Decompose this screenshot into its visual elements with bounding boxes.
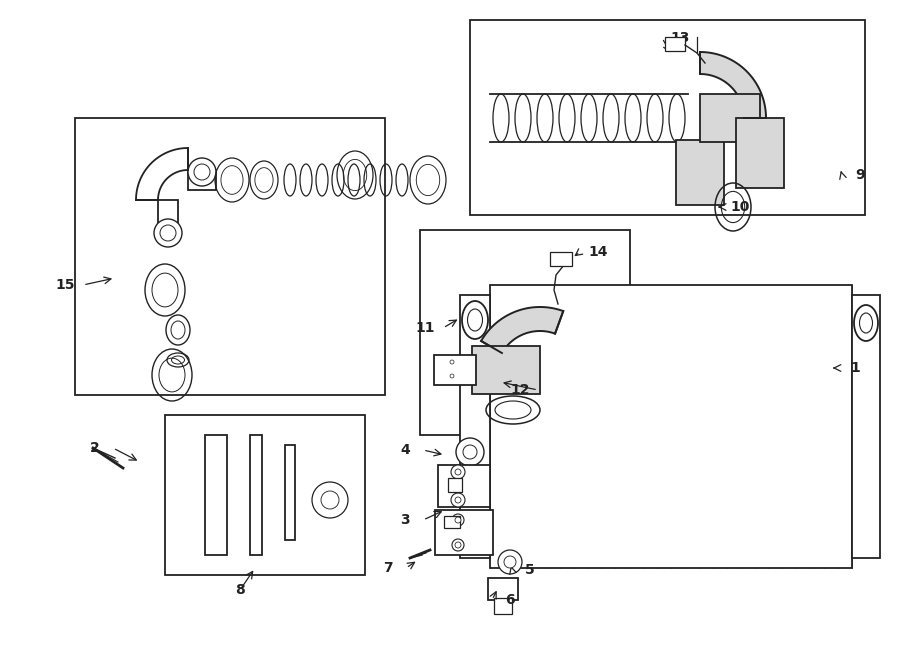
Text: 6: 6 [505, 593, 515, 607]
Text: 1: 1 [850, 361, 860, 375]
Bar [205, 435, 227, 555]
Bar [488, 578, 518, 600]
Bar [75, 118, 385, 395]
Text: 15: 15 [55, 278, 75, 292]
Bar [448, 478, 462, 492]
Circle shape [455, 517, 461, 523]
Circle shape [455, 469, 461, 475]
Circle shape [312, 482, 348, 518]
Circle shape [154, 219, 182, 247]
Polygon shape [700, 94, 760, 142]
Text: 10: 10 [730, 200, 750, 214]
Bar [285, 445, 295, 540]
Text: 12: 12 [510, 383, 530, 397]
Ellipse shape [462, 301, 488, 339]
Circle shape [504, 556, 516, 568]
Circle shape [452, 514, 464, 526]
Polygon shape [472, 346, 540, 394]
Bar [550, 252, 572, 266]
Bar [435, 510, 493, 555]
Bar [250, 435, 262, 555]
Circle shape [498, 550, 522, 574]
Circle shape [455, 497, 461, 503]
Circle shape [451, 493, 465, 507]
Ellipse shape [854, 305, 878, 341]
Circle shape [463, 445, 477, 459]
Bar [434, 355, 476, 385]
Text: 3: 3 [400, 513, 410, 527]
Bar [188, 170, 216, 190]
Circle shape [188, 158, 216, 186]
Bar [420, 230, 630, 435]
Circle shape [160, 225, 176, 241]
Text: 13: 13 [670, 31, 689, 45]
Polygon shape [136, 148, 188, 200]
Bar [460, 295, 490, 558]
Bar [494, 598, 512, 614]
Text: 11: 11 [415, 321, 435, 335]
Bar [165, 415, 365, 575]
Text: 7: 7 [383, 561, 392, 575]
Circle shape [455, 542, 461, 548]
Circle shape [321, 491, 339, 509]
Bar [158, 200, 178, 235]
Circle shape [452, 539, 464, 551]
Text: 8: 8 [235, 583, 245, 597]
Text: 4: 4 [400, 443, 410, 457]
Bar [444, 516, 460, 528]
Polygon shape [736, 118, 784, 188]
Ellipse shape [467, 309, 482, 331]
Polygon shape [700, 52, 766, 118]
Text: 9: 9 [855, 168, 865, 182]
Text: 5: 5 [525, 563, 535, 577]
Circle shape [450, 360, 454, 364]
Circle shape [447, 357, 457, 367]
Text: 2: 2 [90, 441, 100, 455]
Circle shape [447, 371, 457, 381]
Circle shape [450, 374, 454, 378]
Bar [665, 37, 685, 51]
Ellipse shape [860, 313, 872, 333]
Bar [438, 465, 490, 507]
Bar [852, 295, 880, 558]
Text: 14: 14 [589, 245, 608, 259]
Polygon shape [676, 140, 724, 205]
Circle shape [451, 465, 465, 479]
Circle shape [456, 438, 484, 466]
Polygon shape [482, 307, 563, 353]
Circle shape [194, 164, 210, 180]
Bar [470, 20, 865, 215]
Bar [490, 285, 852, 568]
